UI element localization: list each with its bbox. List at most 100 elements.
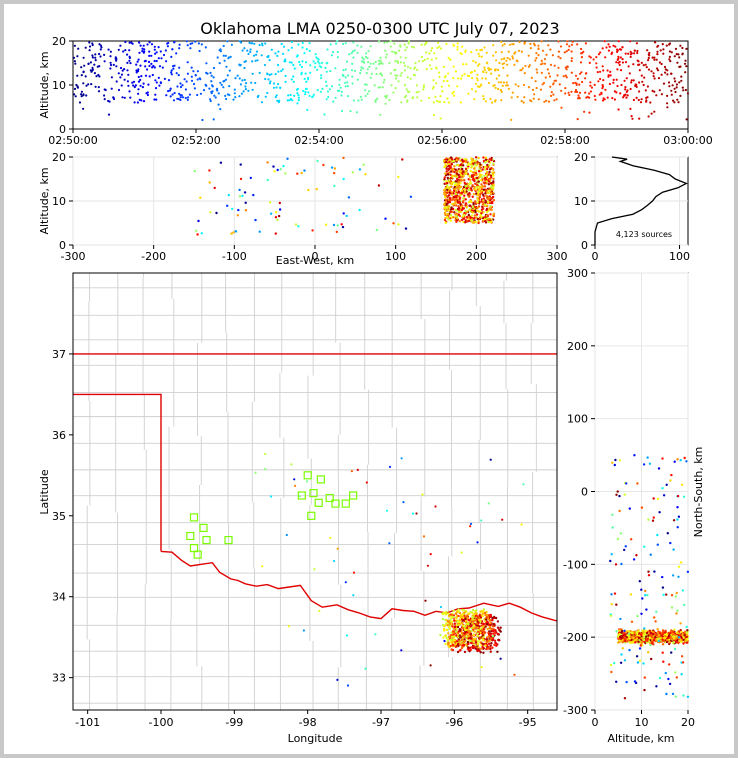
time-altitude-point: [397, 80, 400, 83]
time-altitude-point: [484, 100, 487, 103]
time-altitude-point: [304, 61, 308, 64]
time-altitude-point: [178, 43, 181, 46]
altitude-ns-point: [642, 631, 645, 634]
time-altitude-point: [567, 91, 570, 94]
time-altitude-point: [619, 56, 622, 59]
map-lightning-point: [470, 629, 473, 633]
time-altitude-point: [454, 70, 457, 73]
time-altitude-point: [190, 79, 194, 82]
map-lightning-point: [421, 493, 424, 496]
ew-altitude-point: [444, 195, 447, 199]
ew-altitude-point: [466, 193, 470, 196]
time-altitude-point: [470, 51, 473, 54]
time-altitude-point: [121, 96, 124, 99]
ew-altitude-point: [450, 158, 454, 161]
ew-altitude-point: [484, 188, 487, 191]
time-altitude-point: [439, 95, 442, 98]
time-altitude-point: [646, 85, 650, 88]
time-altitude-point: [316, 89, 319, 92]
ew-altitude-point: [446, 158, 449, 161]
time-altitude-point: [653, 90, 656, 93]
time-altitude-point: [589, 81, 592, 84]
map-lightning-point: [475, 609, 478, 612]
time-altitude-point: [362, 67, 365, 70]
ew-altitude-point: [477, 156, 480, 160]
map-lightning-point: [478, 625, 481, 628]
time-altitude-point: [299, 63, 302, 66]
altitude-ns-point: [685, 631, 688, 635]
time-altitude-point: [191, 42, 194, 45]
altitude-ns-point: [672, 519, 676, 522]
time-altitude-point: [635, 96, 638, 99]
time-altitude-point: [360, 66, 363, 69]
map-lightning-point: [468, 620, 472, 624]
ew-altitude-point: [238, 195, 242, 198]
time-altitude-point: [540, 71, 544, 74]
ew-altitude-point: [215, 211, 218, 215]
time-altitude-point: [309, 71, 312, 74]
ew-altitude-point: [457, 185, 460, 188]
time-altitude-point: [73, 93, 76, 96]
ew-altitude-point: [448, 160, 451, 164]
time-altitude-point: [243, 66, 246, 70]
ew-altitude-point: [488, 164, 491, 167]
map-lightning-point: [466, 640, 470, 644]
time-altitude-point: [326, 90, 330, 93]
map-lightning-point: [452, 609, 455, 613]
ew-altitude-point: [445, 215, 449, 219]
map-lightning-point: [496, 626, 500, 629]
time-altitude-point: [507, 50, 510, 53]
ew-altitude-point: [316, 159, 319, 163]
ew-altitude-point: [475, 192, 478, 195]
ew-altitude-point: [209, 211, 212, 214]
time-altitude-point: [602, 79, 605, 82]
altitude-tick-label: 10: [574, 195, 588, 208]
map-lightning-point: [429, 553, 432, 556]
time-altitude-point: [168, 89, 171, 92]
time-altitude-point: [324, 80, 328, 83]
altitude-tick-label: 0: [581, 239, 588, 252]
altitude-ns-point: [650, 634, 653, 637]
time-altitude-point: [388, 62, 391, 65]
time-altitude-point: [200, 43, 203, 46]
time-altitude-point: [139, 84, 142, 87]
map-lightning-point: [490, 627, 493, 631]
ew-altitude-point: [474, 156, 478, 159]
time-altitude-point: [605, 46, 608, 49]
time-altitude-point: [522, 83, 526, 87]
longitude-tick-label: -95: [519, 716, 537, 729]
altitude-ns-point: [655, 610, 658, 613]
altitude-ns-point: [686, 629, 689, 632]
ew-altitude-point: [455, 220, 458, 223]
time-altitude-point: [541, 49, 545, 52]
time-altitude-point: [679, 94, 682, 97]
ew-altitude-point: [487, 173, 490, 176]
time-altitude-point: [114, 57, 117, 60]
ew-altitude-point: [397, 175, 400, 179]
map-lightning-point: [483, 611, 487, 615]
altitude-ns-point: [633, 454, 636, 457]
time-altitude-point: [589, 56, 592, 59]
time-altitude-point: [290, 61, 293, 64]
time-altitude-point: [627, 52, 630, 55]
altitude-ns-point: [640, 637, 643, 640]
ew-altitude-point: [450, 163, 453, 166]
time-altitude-point: [557, 50, 561, 53]
time-altitude-point: [618, 48, 622, 51]
ew-altitude-point: [448, 197, 452, 200]
time-altitude-point: [592, 58, 595, 61]
map-lightning-point: [482, 651, 485, 654]
map-lightning-point: [352, 594, 355, 597]
time-altitude-point: [568, 45, 571, 48]
map-lightning-point: [473, 645, 476, 649]
time-altitude-point: [340, 109, 344, 113]
altitude-ns-point: [631, 641, 634, 644]
altitude-ns-point: [653, 616, 656, 619]
ew-altitude-point: [404, 227, 408, 230]
map-lightning-point: [450, 620, 454, 623]
altitude-ns-point: [628, 648, 631, 652]
map-lightning-point: [285, 533, 288, 537]
altitude-ns-point: [651, 640, 654, 643]
time-altitude-point: [292, 80, 295, 83]
time-altitude-point: [247, 52, 250, 56]
